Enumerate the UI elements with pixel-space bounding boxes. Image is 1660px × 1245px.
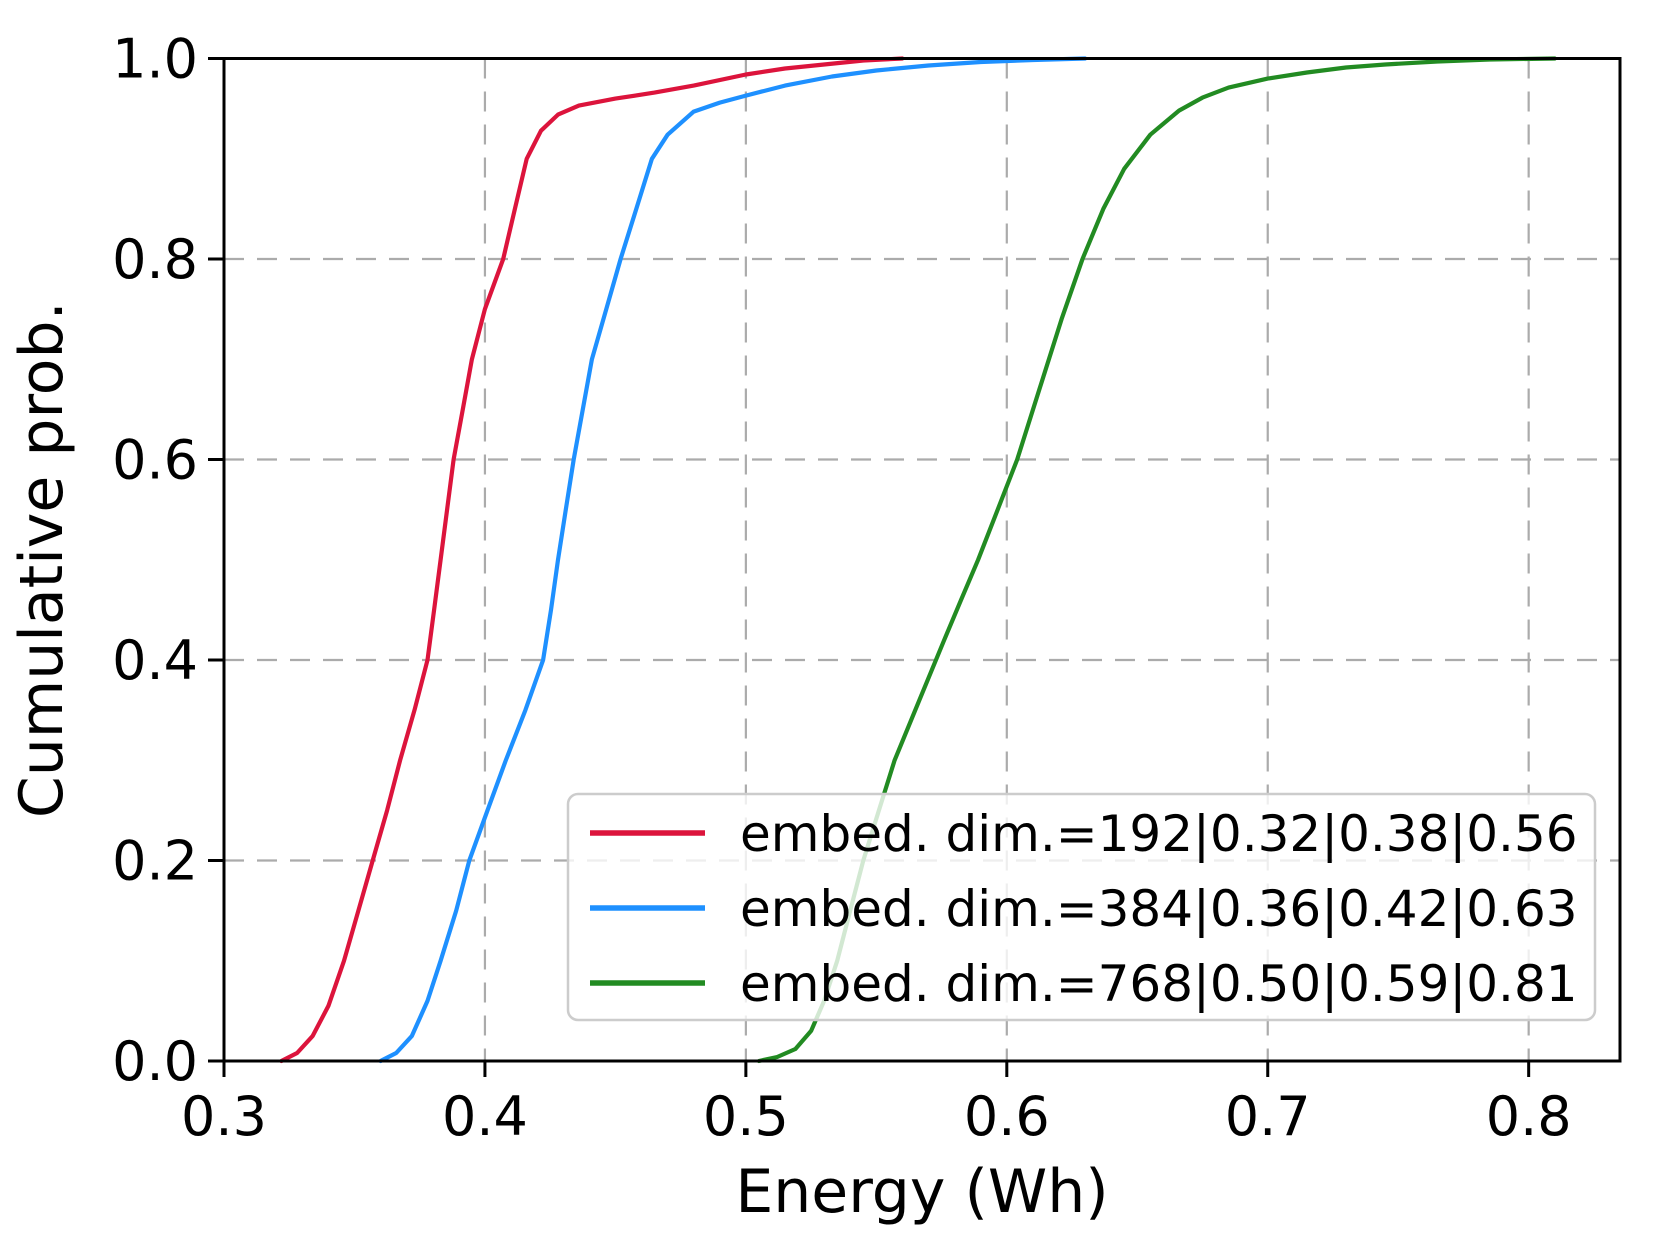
axes-spines (222, 57, 1622, 1063)
cdf-curve-embed-dim-384 (378, 56, 1088, 1064)
y-axis-label: Cumulative prob. (7, 301, 77, 818)
legend-label: embed. dim.=192|0.32|0.38|0.56 (740, 805, 1578, 863)
y-tick-label: 0.8 (112, 228, 198, 291)
x-tick-label: 0.8 (1486, 1085, 1572, 1148)
x-tick-label: 0.4 (442, 1085, 528, 1148)
legend-label: embed. dim.=384|0.36|0.42|0.63 (740, 880, 1578, 938)
y-tick-label: 0.6 (112, 429, 198, 492)
x-tick-label: 0.3 (181, 1085, 267, 1148)
y-tick-label: 1.0 (112, 28, 198, 91)
legend: embed. dim.=192|0.32|0.38|0.56 embed. dim… (566, 792, 1597, 1022)
x-tick-label: 0.7 (1225, 1085, 1311, 1148)
y-tick-label: 0.2 (112, 830, 198, 893)
x-tick-label: 0.6 (964, 1085, 1050, 1148)
x-tick-label: 0.5 (703, 1085, 789, 1148)
legend-box (566, 792, 1597, 1022)
tick-marks (208, 57, 1531, 1077)
y-tick-label: 0.4 (112, 629, 198, 692)
cdf-curve-embed-dim-192 (279, 56, 905, 1064)
y-tick-label: 0.0 (112, 1030, 198, 1093)
x-axis-label: Energy (Wh) (735, 1157, 1108, 1227)
legend-label: embed. dim.=768|0.50|0.59|0.81 (740, 955, 1578, 1013)
tick-labels: 0.3 0.4 0.5 0.6 0.7 0.8 0.0 0.2 0.4 0.6 0.8 1.0 (112, 28, 1572, 1149)
